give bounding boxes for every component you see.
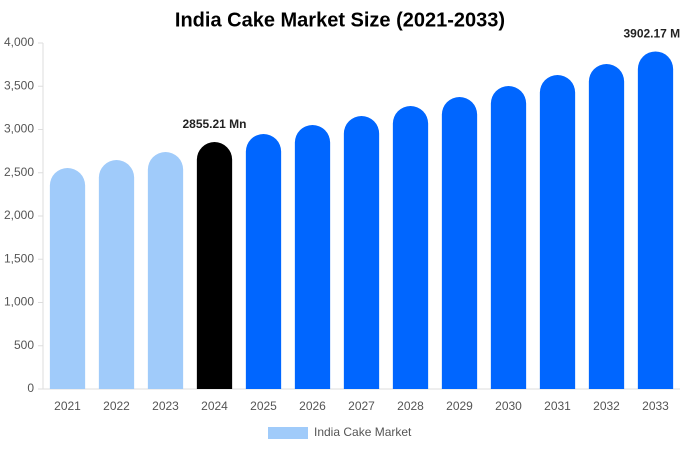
legend-swatch [268, 427, 308, 439]
y-tick-label: 1,000 [4, 295, 34, 309]
bar [196, 142, 233, 389]
bar [49, 167, 86, 389]
x-tick-label: 2024 [201, 399, 228, 413]
y-tick-label: 0 [27, 381, 34, 395]
y-tick-label: 500 [14, 338, 34, 352]
bar [392, 105, 429, 389]
x-tick-label: 2028 [397, 399, 424, 413]
x-tick-label: 2023 [152, 399, 179, 413]
bar [588, 64, 625, 390]
bar [637, 51, 674, 390]
bar [539, 75, 576, 389]
x-tick-label: 2030 [495, 399, 522, 413]
x-tick-label: 2032 [593, 399, 620, 413]
x-tick-label: 2026 [299, 399, 326, 413]
bar [147, 151, 184, 389]
x-tick-label: 2033 [642, 399, 669, 413]
bar [294, 125, 331, 389]
y-tick-label: 2,000 [4, 208, 34, 222]
value-label: 2855.21 Mn [182, 117, 246, 131]
x-tick-label: 2029 [446, 399, 473, 413]
x-tick-label: 2027 [348, 399, 375, 413]
bar [343, 116, 380, 389]
x-tick-label: 2021 [54, 399, 81, 413]
bar [245, 133, 282, 389]
bar [441, 96, 478, 390]
y-tick-label: 3,500 [4, 78, 34, 92]
x-tick-label: 2022 [103, 399, 130, 413]
legend-label: India Cake Market [314, 425, 412, 439]
value-label: 3902.17 Mn [623, 27, 680, 41]
bar [98, 160, 135, 389]
bar [490, 85, 527, 390]
y-tick-label: 4,000 [4, 35, 34, 49]
y-tick-label: 2,500 [4, 165, 34, 179]
x-tick-label: 2031 [544, 399, 571, 413]
chart-title: India Cake Market Size (2021-2033) [175, 9, 505, 31]
y-tick-label: 3,000 [4, 122, 34, 136]
x-tick-label: 2025 [250, 399, 277, 413]
y-tick-label: 1,500 [4, 251, 34, 265]
